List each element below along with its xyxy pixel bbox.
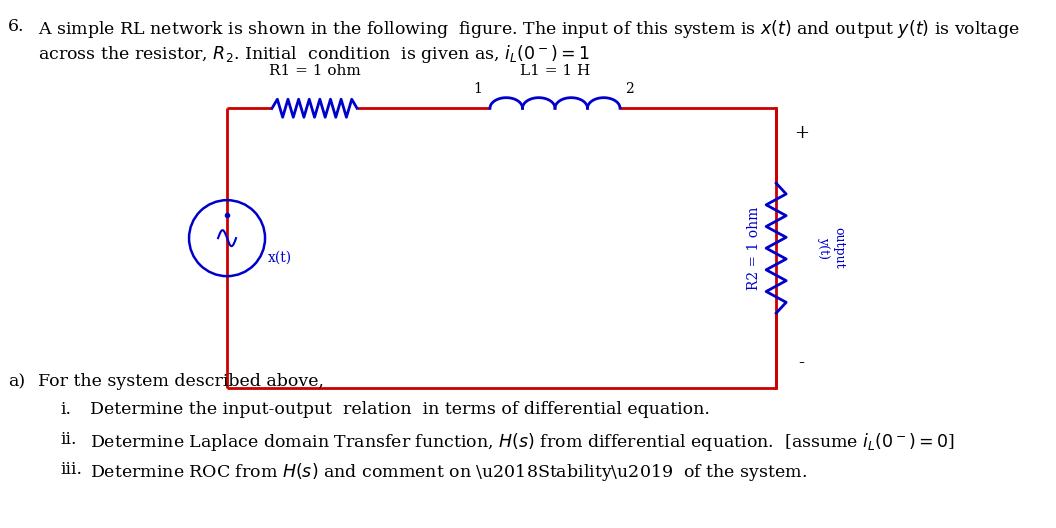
Text: For the system described above,: For the system described above,	[38, 373, 324, 390]
Text: Determine the input-output  relation  in terms of differential equation.: Determine the input-output relation in t…	[90, 401, 710, 418]
Text: A simple RL network is shown in the following  figure. The input of this system : A simple RL network is shown in the foll…	[38, 18, 1020, 40]
Text: Determine ROC from $H(s)$ and comment on \u2018Stability\u2019  of the system.: Determine ROC from $H(s)$ and comment on…	[90, 461, 807, 483]
Text: 2: 2	[625, 82, 634, 96]
Text: ii.: ii.	[60, 431, 76, 448]
Text: 6.: 6.	[8, 18, 24, 35]
Text: L1 = 1 H: L1 = 1 H	[520, 64, 590, 78]
Text: Determine Laplace domain Transfer function, $H(s)$ from differential equation.  : Determine Laplace domain Transfer functi…	[90, 431, 955, 453]
Text: output
y(t): output y(t)	[817, 228, 845, 269]
Text: a): a)	[8, 373, 25, 390]
Text: iii.: iii.	[60, 461, 82, 478]
Text: +: +	[794, 124, 809, 142]
Text: i.: i.	[60, 401, 71, 418]
Text: R1 = 1 ohm: R1 = 1 ohm	[268, 64, 360, 78]
Text: x(t): x(t)	[268, 251, 293, 265]
Text: -: -	[798, 354, 805, 372]
Text: 1: 1	[473, 82, 482, 96]
Text: R2 = 1 ohm: R2 = 1 ohm	[748, 206, 761, 290]
Text: across the resistor, $R_2$. Initial  condition  is given as, $i_L(0^-)= 1$: across the resistor, $R_2$. Initial cond…	[38, 43, 589, 65]
